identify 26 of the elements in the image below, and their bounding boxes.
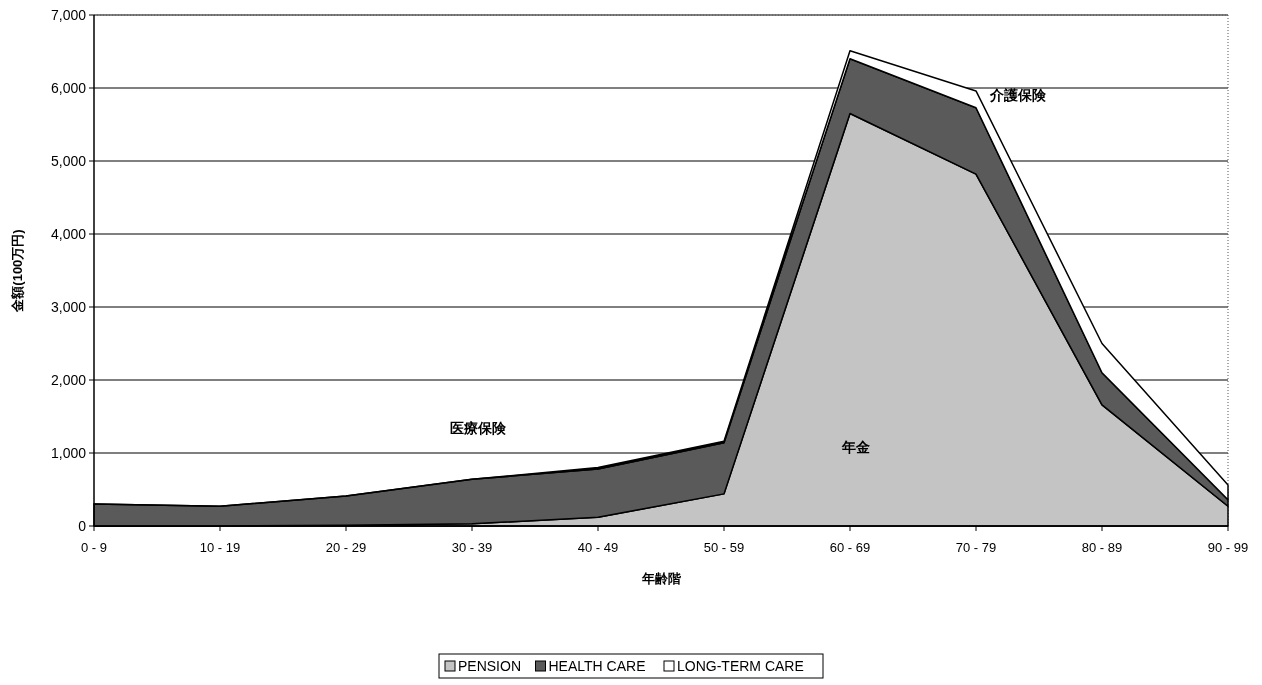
y-tick-label: 1,000 — [50, 445, 87, 461]
x-tick-label: 50 - 59 — [703, 540, 745, 555]
legend-label: LONG-TERM CARE — [677, 658, 804, 674]
y-tick-label: 2,000 — [50, 372, 87, 388]
x-tick-label: 0 - 9 — [80, 540, 108, 555]
x-tick-label: 40 - 49 — [577, 540, 619, 555]
y-tick-label: 6,000 — [50, 80, 87, 96]
x-tick-label: 80 - 89 — [1081, 540, 1123, 555]
x-tick-label: 70 - 79 — [955, 540, 997, 555]
legend-label: PENSION — [458, 658, 522, 674]
x-tick-label: 10 - 19 — [199, 540, 241, 555]
annotation: 医療保険 — [450, 420, 507, 436]
y-tick-label: 5,000 — [50, 153, 87, 169]
annotation: 年金 — [841, 439, 871, 455]
x-axis-title: 年齢階 — [640, 571, 682, 586]
x-tick-label: 60 - 69 — [829, 540, 871, 555]
x-tick-label: 20 - 29 — [325, 540, 367, 555]
x-tick-label: 30 - 39 — [451, 540, 493, 555]
y-tick-label: 4,000 — [50, 226, 87, 242]
y-axis-title: 金額(100万円) — [10, 229, 25, 313]
legend-label: HEALTH CARE — [548, 658, 646, 674]
y-tick-label: 3,000 — [50, 299, 87, 315]
annotation: 介護保険 — [989, 87, 1047, 103]
y-tick-label: 7,000 — [50, 7, 87, 23]
y-tick-label: 0 — [78, 518, 87, 534]
x-tick-label: 90 - 99 — [1207, 540, 1249, 555]
